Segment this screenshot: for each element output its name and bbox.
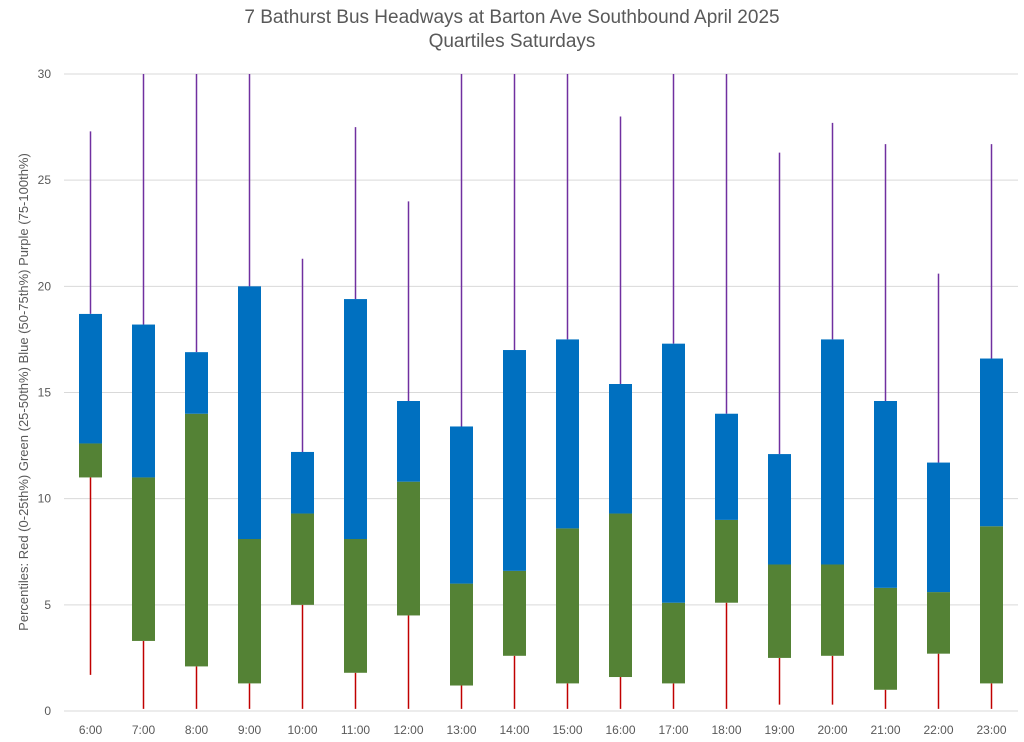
box-q3-segment xyxy=(768,454,791,565)
box-q2-segment xyxy=(185,413,208,667)
y-tick-label: 20 xyxy=(38,279,52,293)
box-q3-segment xyxy=(79,313,102,444)
box-q2-segment xyxy=(344,539,367,673)
x-tick-label: 15:00 xyxy=(552,723,582,737)
chart-title: 7 Bathurst Bus Headways at Barton Ave So… xyxy=(244,7,780,28)
grid-lines xyxy=(64,73,1018,712)
box-q3-segment xyxy=(556,339,579,529)
chart-title-block: 7 Bathurst Bus Headways at Barton Ave So… xyxy=(0,6,1024,54)
chart-subtitle: Quartiles Saturdays xyxy=(428,31,596,52)
box-q2-segment xyxy=(980,526,1003,684)
box-q2-segment xyxy=(132,477,155,641)
x-tick-label: 18:00 xyxy=(711,723,741,737)
box-q2-segment xyxy=(503,570,526,656)
y-tick-label: 0 xyxy=(44,704,51,718)
box-q2-segment xyxy=(927,592,950,654)
box-q2-segment xyxy=(556,528,579,684)
x-tick-label: 12:00 xyxy=(393,723,423,737)
box-q2-segment xyxy=(768,564,791,658)
box-q2-segment xyxy=(874,587,897,690)
x-tick-label: 14:00 xyxy=(499,723,529,737)
x-tick-labels: 6:00 7:00 8:00 9:00 10:00 11:00 12:00 13:00 14:0… xyxy=(79,723,1007,737)
box-q3-segment xyxy=(715,413,738,520)
box-q3-segment xyxy=(609,384,632,514)
whiskers xyxy=(89,74,993,709)
box-q2-segment xyxy=(238,539,261,684)
box-q2-segment xyxy=(821,564,844,656)
x-tick-label: 8:00 xyxy=(185,723,209,737)
box-q2-segment xyxy=(662,602,685,684)
x-tick-label: 11:00 xyxy=(341,723,370,737)
x-tick-label: 16:00 xyxy=(605,723,635,737)
box-q3-segment xyxy=(662,343,685,603)
box-q3-segment xyxy=(821,339,844,565)
x-tick-label: 7:00 xyxy=(132,723,156,737)
box-q2-segment xyxy=(450,583,473,686)
x-tick-label: 17:00 xyxy=(658,723,688,737)
y-tick-label: 10 xyxy=(38,492,52,506)
box-q3-segment xyxy=(980,358,1003,527)
box-q3-segment xyxy=(185,352,208,414)
y-tick-label: 30 xyxy=(38,67,52,81)
y-tick-label: 5 xyxy=(44,598,51,612)
box-q3-segment xyxy=(927,462,950,593)
x-tick-label: 22:00 xyxy=(923,723,953,737)
box-q3-segment xyxy=(238,286,261,540)
boxes xyxy=(79,286,1003,690)
x-tick-label: 19:00 xyxy=(764,723,794,737)
y-tick-labels: 0 5 10 15 20 25 30 xyxy=(38,67,52,718)
box-q3-segment xyxy=(132,324,155,478)
y-axis-title: Percentiles: Red (0-25th%) Green (25-50t… xyxy=(16,153,31,631)
box-q2-segment xyxy=(715,519,738,603)
box-q3-segment xyxy=(450,426,473,584)
x-tick-label: 6:00 xyxy=(79,723,103,737)
x-tick-label: 13:00 xyxy=(446,723,476,737)
box-q3-segment xyxy=(397,400,420,482)
box-q2-segment xyxy=(79,443,102,478)
box-q3-segment xyxy=(291,451,314,514)
y-tick-label: 25 xyxy=(38,173,52,187)
x-tick-label: 10:00 xyxy=(287,723,317,737)
box-q2-segment xyxy=(397,481,420,616)
x-tick-label: 21:00 xyxy=(870,723,900,737)
box-q3-segment xyxy=(503,350,526,571)
x-tick-label: 9:00 xyxy=(238,723,262,737)
box-q2-segment xyxy=(291,513,314,605)
box-q3-segment xyxy=(874,400,897,588)
box-q2-segment xyxy=(609,513,632,678)
box-q3-segment xyxy=(344,299,367,540)
x-tick-label: 20:00 xyxy=(817,723,847,737)
y-tick-label: 15 xyxy=(38,386,52,400)
x-tick-label: 23:00 xyxy=(976,723,1006,737)
